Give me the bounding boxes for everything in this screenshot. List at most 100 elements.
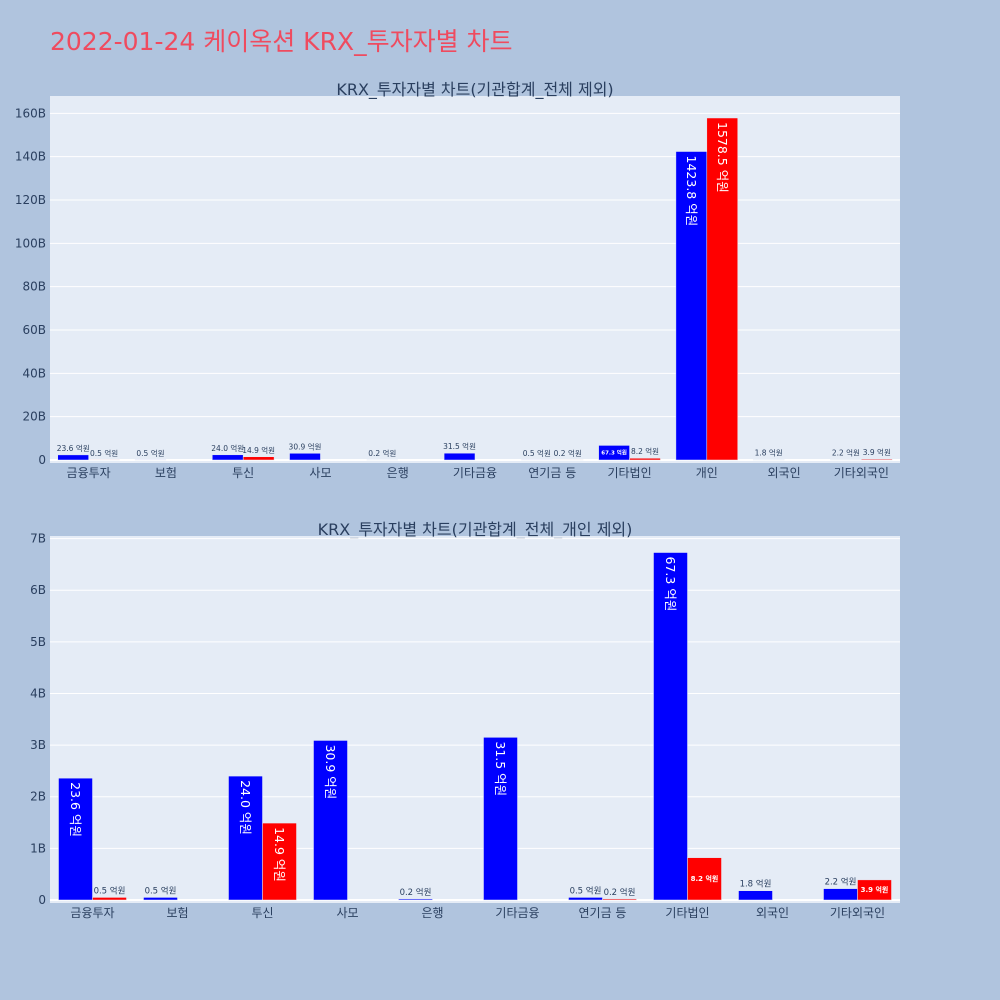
bar-label: 8.2 억원: [631, 447, 659, 456]
x-tick-label: 보험: [155, 466, 177, 480]
bar-label: 23.6 억원: [68, 782, 83, 837]
y-tick-label: 20B: [22, 410, 46, 424]
bar-label: 1423.8 억원: [684, 156, 699, 227]
bar: [687, 857, 722, 901]
x-tick-label: 금융투자: [67, 466, 111, 480]
x-tick-label: 연기금 등: [528, 466, 576, 480]
y-tick-label: 0: [38, 453, 46, 467]
x-tick-label: 기타법인: [665, 906, 709, 920]
bar-label: 2.2 억원: [832, 449, 860, 458]
x-tick-label: 보험: [166, 906, 188, 920]
x-tick-label: 기타법인: [607, 466, 651, 480]
chart-bottom: KRX_투자자별 차트(기관합계_전체_개인 제외) 0 1B 2B 3B 4B 5B 6B 7…: [30, 520, 900, 920]
bar-label: 67.3 억원: [601, 449, 627, 457]
bar-label: 24.0 억원: [211, 444, 244, 453]
bar-label: 0.5 억원: [90, 449, 118, 458]
x-tick-label: 투신: [232, 466, 254, 480]
x-tick-label: 사모: [309, 466, 331, 480]
bar-label: 2.2 억원: [825, 877, 857, 888]
y-tick-label: 100B: [15, 236, 46, 250]
bar-label: 1.8 억원: [755, 449, 783, 458]
y-tick-label: 160B: [15, 106, 46, 120]
bar-label: 67.3 억원: [663, 557, 678, 612]
bar-label: 8.2 억원: [691, 874, 719, 883]
x-tick-label: 외국인: [768, 466, 801, 480]
bar: [568, 897, 603, 901]
plot-area: [50, 536, 900, 903]
y-tick-label: 4B: [30, 686, 46, 700]
bar-label: 0.5 억원: [94, 885, 126, 896]
chart-title: KRX_투자자별 차트(기관합계_전체 제외): [336, 80, 613, 100]
page-title: 2022-01-24 케이옥션 KRX_투자자별 차트: [50, 27, 513, 56]
y-tick-label: 0: [38, 893, 46, 907]
bar: [857, 879, 892, 901]
x-tick-label: 투신: [251, 906, 273, 920]
bar-label: 3.9 억원: [863, 448, 891, 457]
chart-title: KRX_투자자별 차트(기관합계_전체_개인 제외): [318, 520, 633, 540]
bar-label: 31.5 억원: [493, 741, 508, 796]
x-tick-label: 외국인: [756, 906, 789, 920]
x-tick-label: 개인: [696, 466, 718, 480]
y-tick-label: 140B: [15, 150, 46, 164]
bar: [598, 445, 630, 461]
bar-label: 31.5 억원: [443, 442, 476, 451]
bar: [861, 458, 893, 461]
x-tick-label: 은행: [421, 905, 443, 920]
bar-label: 0.2 억원: [400, 887, 432, 898]
bar: [483, 737, 518, 901]
bar: [242, 456, 275, 461]
bar-label: 24.0 억원: [238, 780, 253, 835]
bar-label: 14.9 억원: [242, 446, 275, 455]
y-tick-label: 2B: [30, 790, 46, 804]
bar-label: 1.8 억원: [740, 879, 772, 890]
bar-label: 30.9 억원: [323, 744, 338, 799]
y-tick-label: 120B: [15, 193, 46, 207]
bar: [653, 552, 688, 901]
bar-label: 0.2 억원: [554, 449, 582, 458]
bar-label: 0.5 억원: [523, 449, 551, 458]
bar-label: 23.6 억원: [57, 444, 90, 453]
y-tick-label: 60B: [22, 323, 46, 337]
bar: [92, 897, 127, 901]
bar-label: 0.5 억원: [136, 449, 164, 458]
y-tick-label: 5B: [30, 635, 46, 649]
bar: [228, 775, 263, 901]
bar: [58, 777, 93, 901]
y-tick-label: 1B: [30, 841, 46, 855]
bar: [443, 452, 476, 461]
x-tick-label: 기타금융: [495, 906, 539, 920]
bar-label: 3.9 억원: [861, 885, 889, 894]
y-tick-label: 40B: [22, 366, 46, 380]
bar: [602, 898, 637, 901]
bar-label: 0.5 억원: [145, 885, 177, 896]
bar: [313, 740, 348, 901]
bar: [262, 822, 297, 901]
bar: [675, 151, 708, 461]
x-tick-label: 기타외국인: [834, 466, 889, 480]
bar-label: 14.9 억원: [272, 827, 287, 882]
x-tick-label: 은행: [387, 465, 409, 480]
bar-label: 1578.5 억원: [715, 122, 730, 193]
x-tick-label: 기타외국인: [830, 906, 885, 920]
bar: [706, 117, 738, 461]
bar: [57, 454, 89, 461]
bar: [823, 888, 858, 901]
bar-label: 0.2 억원: [368, 449, 396, 458]
chart-top: KRX_투자자별 차트(기관합계_전체 제외) 0 20B 40B 60B 80B 100B…: [15, 80, 900, 480]
x-tick-label: 기타금융: [453, 466, 497, 480]
bar-label: 0.5 억원: [570, 885, 602, 896]
bar: [398, 898, 433, 901]
bar: [143, 897, 178, 901]
bar-label: 30.9 억원: [289, 442, 322, 451]
y-tick-label: 7B: [30, 532, 46, 546]
x-tick-label: 사모: [336, 906, 358, 920]
y-tick-label: 80B: [22, 280, 46, 294]
x-tick-label: 금융투자: [70, 906, 114, 920]
bar-label: 0.2 억원: [604, 887, 636, 898]
y-tick-label: 3B: [30, 738, 46, 752]
x-tick-label: 연기금 등: [579, 906, 627, 920]
y-tick-label: 6B: [30, 583, 46, 597]
bar: [738, 890, 773, 901]
bar: [629, 457, 661, 461]
bar: [289, 453, 321, 461]
